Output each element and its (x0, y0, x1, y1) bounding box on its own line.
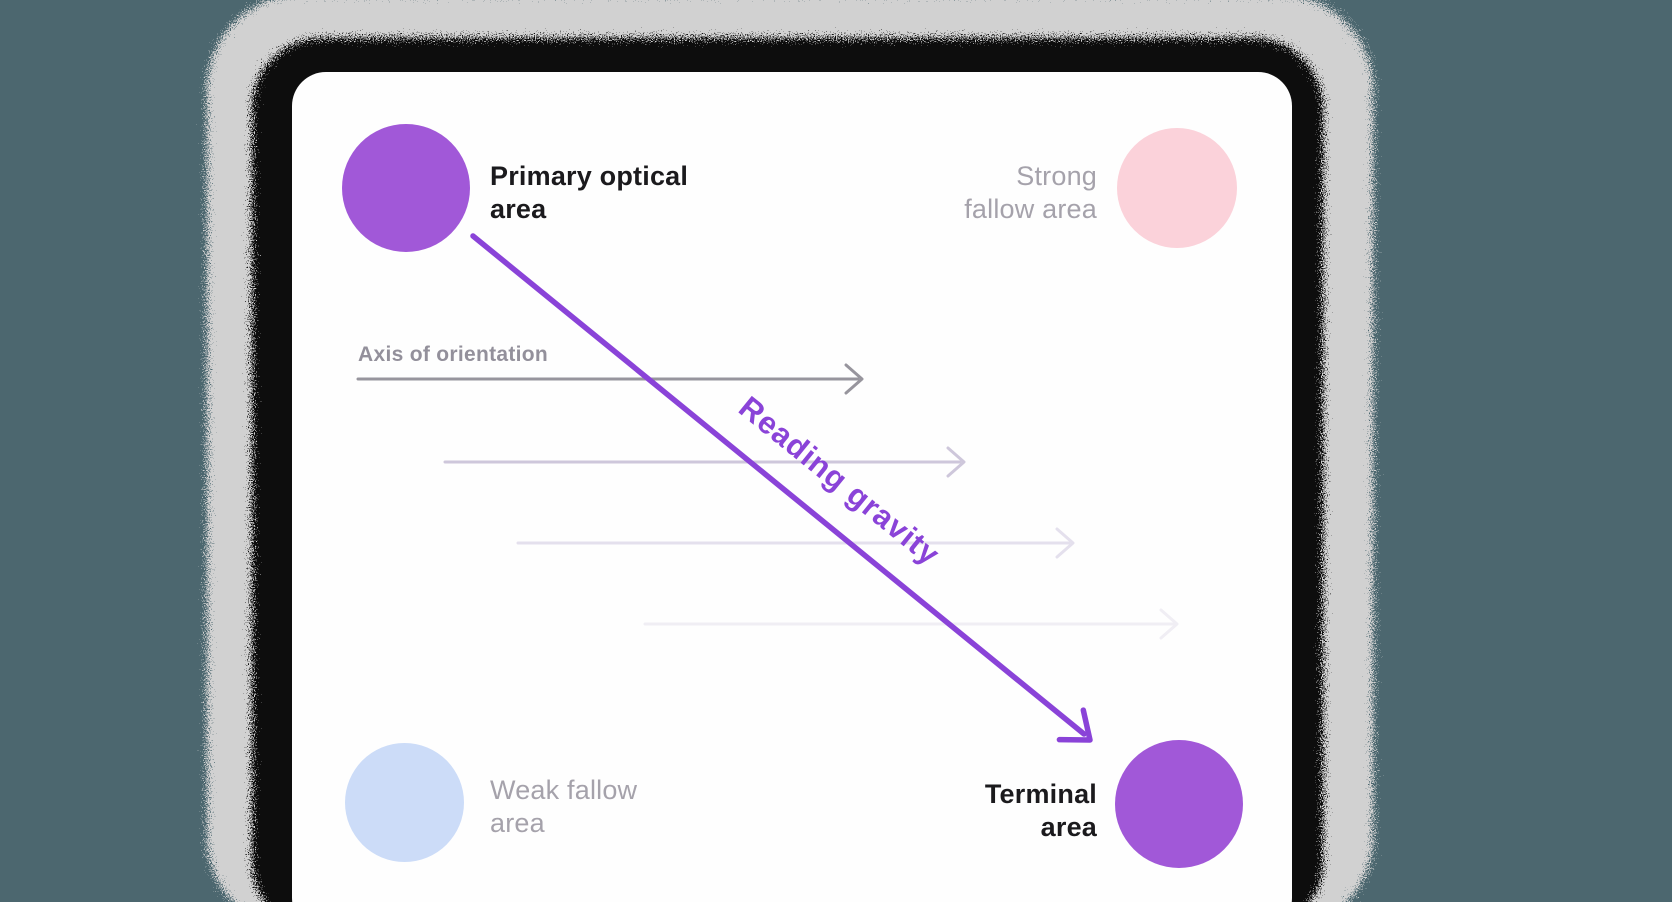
axis-of-orientation-label: Axis of orientation (358, 343, 549, 366)
weak-fallow-area-label-line2: area (490, 808, 545, 838)
weak-fallow-area-circle (345, 743, 464, 862)
primary-optical-area-label-line2: area (490, 194, 547, 224)
strong-fallow-area-label-line2: fallow area (964, 194, 1097, 224)
primary-optical-area-label: Primary optical area (490, 160, 688, 226)
weak-fallow-area-label-line1: Weak fallow (490, 775, 638, 805)
strong-fallow-area-label: Strong fallow area (964, 160, 1097, 226)
primary-optical-area-circle (342, 124, 470, 252)
primary-optical-area-label-line1: Primary optical (490, 161, 689, 191)
terminal-area-circle (1115, 740, 1243, 868)
terminal-area-label-line2: area (1040, 812, 1097, 842)
terminal-area-label-line1: Terminal (984, 779, 1097, 809)
terminal-area-label: Terminal area (985, 778, 1097, 844)
strong-fallow-area-label-line1: Strong (1016, 161, 1097, 191)
strong-fallow-area-circle (1117, 128, 1237, 248)
weak-fallow-area-label: Weak fallow area (490, 774, 637, 840)
